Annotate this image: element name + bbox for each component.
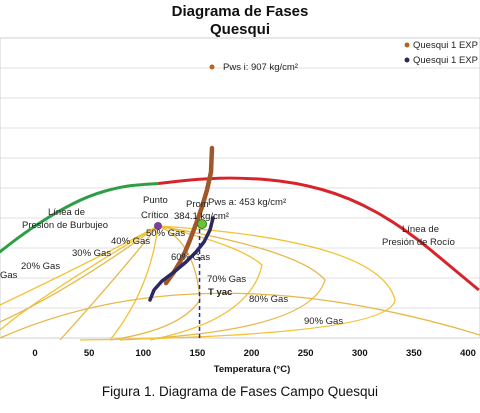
bubble-line-label-2: Presión de Burbujeo xyxy=(22,220,108,231)
figure-caption: Figura 1. Diagrama de Fases Campo Quesqu… xyxy=(101,384,379,399)
dew-line-label-2: Presión de Rocío xyxy=(382,237,455,248)
bubble-line-label-1: Línea de xyxy=(48,207,85,218)
critical-point-label-1: Punto xyxy=(143,195,168,206)
x-axis-label: Temperatura (°C) xyxy=(214,364,290,375)
x-tick-label: 250 xyxy=(298,348,314,359)
legend: Quesqui 1 EXP cond Quesqui 1 EXP cond xyxy=(404,40,480,66)
quality-line xyxy=(0,292,480,339)
q50-label: 50% Gas xyxy=(146,228,185,239)
q90-label: 90% Gas xyxy=(304,316,343,327)
pws-a-marker xyxy=(197,219,207,229)
legend-marker-2 xyxy=(404,57,410,63)
dew-line-label-1: Línea de xyxy=(402,224,439,235)
pws-i-marker xyxy=(209,64,215,70)
pws-a-label: Pws a: 453 kg/cm² xyxy=(208,197,286,208)
legend-label-2: Quesqui 1 EXP cond xyxy=(413,55,480,66)
chart-subtitle: Quesqui xyxy=(210,21,270,38)
quality-line xyxy=(0,225,159,331)
x-tick-label: 50 xyxy=(84,348,95,359)
legend-label-1: Quesqui 1 EXP cond xyxy=(413,40,480,51)
critical-point-label-2: Crítico xyxy=(141,210,168,221)
x-tick-label: 200 xyxy=(244,348,260,359)
quality-line xyxy=(109,225,159,341)
x-axis-ticks: 0 50 100 150 200 250 300 350 400 xyxy=(32,348,476,359)
critical-point-marker xyxy=(154,222,162,230)
x-tick-label: 100 xyxy=(135,348,151,359)
pws-i-label: Pws i: 907 kg/cm² xyxy=(223,62,298,73)
quality-lines xyxy=(0,225,480,341)
t-yac-label: T yac xyxy=(208,287,232,298)
chart-title: Diagrama de Fases xyxy=(172,3,309,20)
x-tick-label: 400 xyxy=(460,348,476,359)
phase-diagram-chart: Diagrama de Fases Quesqui Pws i: 907 kg/… xyxy=(0,3,480,375)
q70-label: 70% Gas xyxy=(207,274,246,285)
critical-pressure-label: 384.1 kg/cm² xyxy=(174,211,229,222)
quality-line xyxy=(0,225,159,306)
q10-label: Gas xyxy=(0,270,18,281)
quality-line xyxy=(59,225,159,341)
quality-line xyxy=(79,225,396,341)
well-trajectory-quesqui-1 xyxy=(163,145,215,286)
quality-line xyxy=(0,225,159,323)
phase-envelope xyxy=(0,176,480,292)
dew-point-line xyxy=(158,176,480,292)
q80-label: 80% Gas xyxy=(249,294,288,305)
x-tick-label: 0 xyxy=(32,348,37,359)
x-tick-label: 300 xyxy=(352,348,368,359)
legend-marker-1 xyxy=(404,42,410,48)
q30-label: 30% Gas xyxy=(72,248,111,259)
x-tick-label: 150 xyxy=(189,348,205,359)
prom-label: Prom xyxy=(186,199,209,210)
q60-label: 60% Gas xyxy=(171,252,210,263)
bubble-point-line xyxy=(0,182,159,254)
quality-line xyxy=(119,225,326,341)
plot-area-border xyxy=(0,37,480,339)
x-tick-label: 350 xyxy=(406,348,422,359)
well-trajectory-navy xyxy=(148,216,215,302)
q40-label: 40% Gas xyxy=(111,236,150,247)
q20-label: 20% Gas xyxy=(21,261,60,272)
